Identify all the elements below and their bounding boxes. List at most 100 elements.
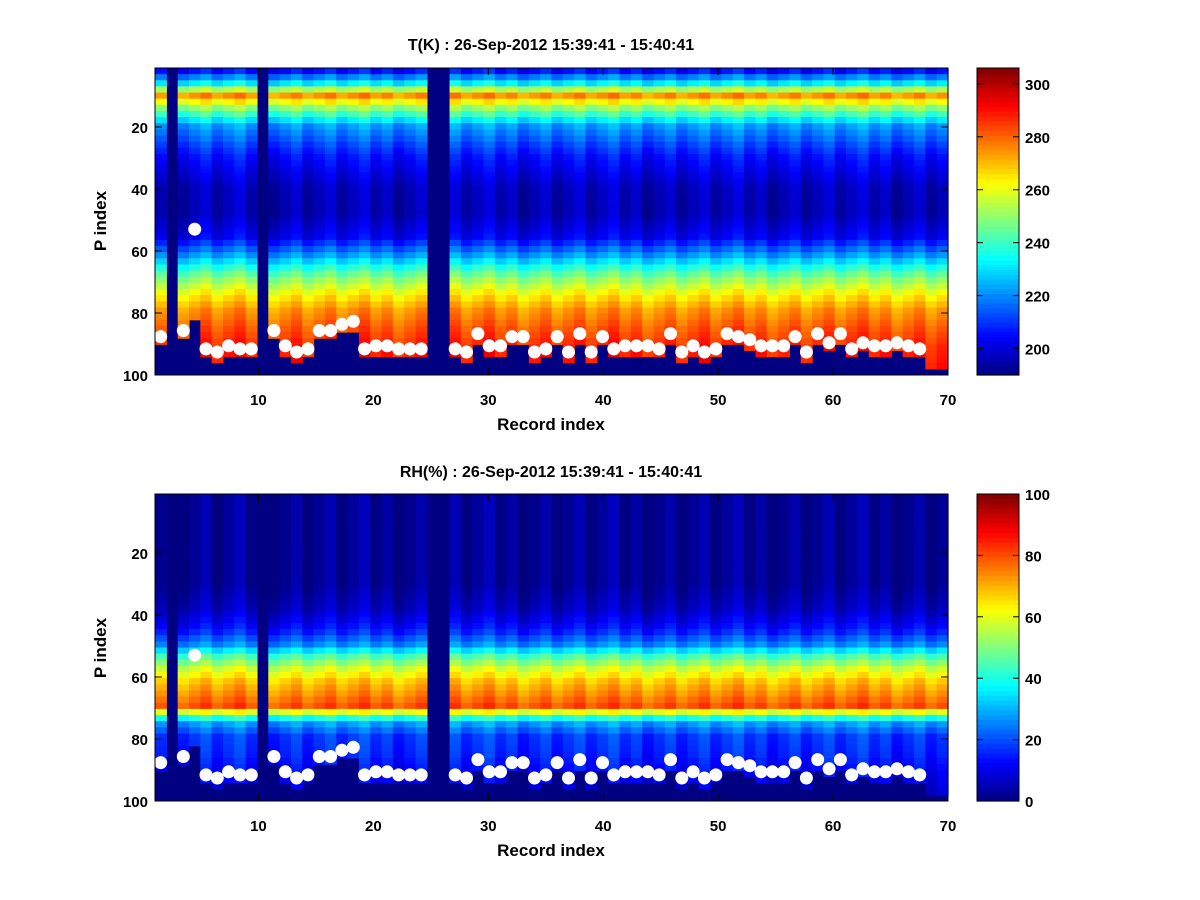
heatmap-cell — [846, 227, 858, 235]
heatmap-cell — [268, 512, 281, 520]
heatmap-cell — [755, 153, 768, 161]
heatmap-cell — [347, 123, 360, 130]
heatmap-cell — [200, 555, 213, 563]
heatmap-cell — [710, 74, 723, 81]
heatmap-cell — [585, 80, 598, 88]
heatmap-cell — [540, 270, 553, 278]
heatmap-cell — [540, 80, 553, 88]
heatmap-cell — [562, 598, 575, 606]
heatmap-cell — [268, 549, 281, 556]
heatmap-cell — [336, 172, 349, 180]
heatmap-cell — [574, 567, 587, 575]
heatmap-cell — [483, 215, 496, 223]
heatmap-cell — [268, 635, 281, 642]
heatmap-cell — [562, 215, 575, 223]
heatmap-cell — [347, 616, 360, 624]
heatmap-cell — [381, 233, 394, 241]
heatmap-cell — [585, 135, 598, 143]
heatmap-cell — [483, 166, 496, 173]
heatmap-cell — [494, 579, 507, 587]
heatmap-cell — [313, 252, 326, 259]
heatmap-cell — [155, 307, 167, 315]
heatmap-cell — [755, 196, 768, 204]
heatmap-cell — [517, 123, 530, 130]
heatmap-cell — [596, 233, 609, 241]
heatmap-cell — [608, 512, 621, 520]
heatmap-cell — [177, 512, 190, 520]
heatmap-cell — [370, 543, 383, 550]
heatmap-cell — [528, 610, 541, 618]
heatmap-cell — [619, 104, 632, 112]
heatmap-cell — [653, 209, 666, 216]
heatmap-cell — [245, 764, 258, 771]
heatmap-cell — [789, 307, 802, 315]
heatmap-cell — [778, 86, 790, 94]
heatmap-cell — [902, 332, 915, 339]
heatmap-cell — [415, 282, 428, 290]
heatmap-cell — [177, 506, 190, 514]
heatmap-cell — [290, 98, 303, 106]
heatmap-cell — [347, 721, 360, 728]
heatmap-cell — [347, 690, 360, 698]
heatmap-cell — [245, 172, 258, 180]
heatmap-cell — [302, 160, 315, 167]
heatmap-cell — [596, 518, 609, 526]
heatmap-cell — [834, 147, 847, 155]
heatmap-cell — [222, 586, 235, 593]
heatmap-cell — [177, 319, 190, 327]
heatmap-cell — [177, 721, 190, 728]
heatmap-cell — [585, 301, 598, 309]
heatmap-cell — [211, 92, 224, 100]
heatmap-cell — [222, 635, 235, 642]
heatmap-cell — [506, 604, 519, 612]
heatmap-cell — [902, 270, 915, 278]
heatmap-cell — [460, 684, 473, 692]
heatmap-cell — [857, 270, 870, 278]
heatmap-cell — [472, 68, 485, 75]
heatmap-cell — [596, 325, 609, 333]
heatmap-cell — [585, 264, 598, 272]
heatmap-cell — [778, 282, 790, 290]
heatmap-cell — [619, 221, 632, 229]
heatmap-cell — [392, 325, 405, 333]
heatmap-cell — [812, 338, 824, 345]
heatmap-cell — [687, 258, 700, 266]
heatmap-cell — [585, 727, 598, 735]
heatmap-cell — [936, 264, 949, 272]
heatmap-cell — [222, 141, 235, 149]
heatmap-cell — [755, 319, 768, 327]
heatmap-cell — [823, 141, 836, 149]
heatmap-cell — [540, 153, 553, 161]
heatmap-cell — [710, 276, 723, 284]
heatmap-cell — [506, 215, 519, 223]
heatmap-cell — [290, 258, 303, 266]
heatmap-cell — [302, 592, 315, 599]
heatmap-cell — [823, 98, 836, 106]
heatmap-cell — [664, 227, 677, 235]
heatmap-cell — [664, 258, 677, 266]
heatmap-cell — [483, 319, 496, 327]
heatmap-cell — [483, 739, 496, 747]
heatmap-cell — [392, 104, 405, 112]
heatmap-cell — [155, 739, 167, 747]
heatmap-cell — [460, 184, 473, 192]
heatmap-cell — [506, 68, 519, 75]
heatmap-cell — [653, 172, 666, 180]
heatmap-cell — [188, 555, 201, 563]
heatmap-cell — [585, 702, 598, 710]
heatmap-cell — [404, 604, 417, 612]
heatmap-cell — [211, 567, 224, 575]
heatmap-cell — [540, 332, 553, 339]
heatmap-cell — [381, 86, 394, 94]
heatmap-cell — [483, 295, 496, 302]
heatmap-cell — [313, 184, 326, 192]
heatmap-cell — [676, 98, 689, 106]
heatmap-cell — [585, 690, 598, 698]
heatmap-cell — [880, 276, 892, 284]
heatmap-cell — [245, 659, 258, 667]
heatmap-cell — [449, 92, 462, 100]
heatmap-cell — [404, 586, 417, 593]
heatmap-cell — [222, 678, 235, 685]
heatmap-cell — [710, 147, 723, 155]
heatmap-cell — [528, 524, 541, 532]
